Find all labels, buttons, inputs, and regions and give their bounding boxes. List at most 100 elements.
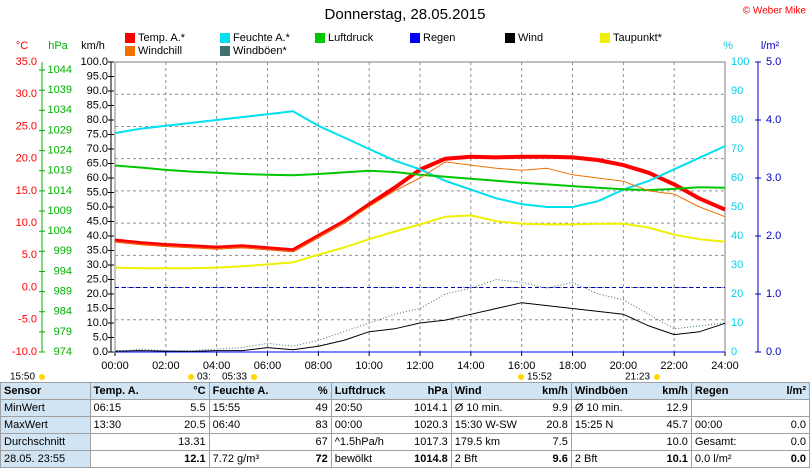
y-tick-label: 25.0 — [87, 273, 108, 285]
table-cell: 2 Bft 10.1 — [570, 450, 692, 468]
table-cell: Luftdruck hPa — [330, 382, 452, 400]
y-tick-label: 90 — [731, 85, 743, 97]
y-tick-label: 30.0 — [16, 88, 37, 100]
y-tick-label: 1039 — [48, 84, 72, 96]
y-tick-label: 60 — [731, 172, 743, 184]
y-tick-label: 50.0 — [87, 201, 108, 213]
cell-text: km/h — [542, 385, 568, 397]
y-tick-label: 1009 — [48, 205, 72, 217]
y-tick-label: 984 — [54, 306, 72, 318]
y-tick-label: 5.0 — [22, 249, 37, 261]
y-tick-label: 10.0 — [87, 317, 108, 329]
sun-icon — [518, 374, 524, 380]
y-tick-label: 0.0 — [22, 281, 37, 293]
legend-swatch — [315, 33, 325, 43]
y-tick-label: 40.0 — [87, 230, 108, 242]
axis-unit: % — [723, 40, 733, 52]
y-tick-label: 75.0 — [87, 128, 108, 140]
cell-text: 45.7 — [666, 419, 688, 431]
cell-text: 49 — [315, 402, 328, 414]
legend-swatch — [410, 33, 420, 43]
sun-icon — [188, 374, 194, 380]
cell-text: 12.9 — [666, 402, 688, 414]
cell-text: km/h — [662, 385, 688, 397]
cell-text: Sensor — [4, 385, 42, 397]
table-cell: 12.1 — [89, 450, 210, 468]
y-tick-label: -5.0 — [18, 314, 37, 326]
table-header: Sensor Temp. A. °C Feuchte A.% Luftdruck hPa W… — [0, 382, 810, 400]
cell-text: 2 Bft — [574, 453, 598, 465]
y-tick-label: 70 — [731, 143, 743, 155]
table-cell: 7.72 g/m³ 72 — [208, 450, 332, 468]
table-cell: Windböen km/h — [570, 382, 692, 400]
table-cell: Temp. A. °C — [89, 382, 210, 400]
cell-text: 10.1 — [666, 453, 688, 465]
sun-icon — [654, 374, 660, 380]
y-tick-label: 0.0 — [93, 346, 108, 358]
y-tick-label: 70.0 — [87, 143, 108, 155]
cell-text: 0.0 l/m² — [694, 453, 732, 465]
cell-text: Gesamt: — [694, 436, 737, 448]
table-row: MinWert 06:15 5.5 15:55 49 20:50 1014.1 Ø 10 mi… — [0, 399, 810, 417]
table-cell: 15:30 W-SW 20.8 — [450, 416, 572, 434]
y-tick-label: 974 — [54, 346, 72, 358]
y-tick-label: 25.0 — [16, 120, 37, 132]
cell-text: 00:00 — [694, 419, 723, 431]
cell-text: 15:25 N — [574, 419, 614, 431]
y-tick-label: 65.0 — [87, 157, 108, 169]
cell-text: 28.05. 23:55 — [4, 453, 66, 465]
y-tick-label: 20.0 — [16, 153, 37, 165]
y-tick-label: 45.0 — [87, 215, 108, 227]
y-tick-label: 35.0 — [16, 56, 37, 68]
table-cell: Feuchte A.% — [208, 382, 332, 400]
y-tick-label: -10.0 — [12, 346, 37, 358]
table-cell: 13.31 — [89, 433, 210, 451]
cell-text: 5.5 — [190, 402, 206, 414]
x-tick-label: 00:00 — [101, 360, 129, 372]
legend-swatch — [505, 33, 515, 43]
legend-label: Regen — [423, 32, 455, 44]
x-tick-label: 12:00 — [406, 360, 434, 372]
x-tick-label: 04:00 — [203, 360, 231, 372]
x-tick-label: 08:00 — [305, 360, 333, 372]
x-tick-label: 20:00 — [610, 360, 638, 372]
cell-text: l/m² — [786, 385, 806, 397]
cell-text: 7.72 g/m³ — [212, 453, 260, 465]
series-line — [114, 302, 726, 352]
table-cell: Ø 10 min. 9.9 — [450, 399, 572, 417]
y-tick-label: 1029 — [48, 124, 72, 136]
sun-moon-time: 15:52 — [527, 372, 552, 380]
cell-text: hPa — [427, 385, 448, 397]
y-tick-label: 50 — [731, 201, 743, 213]
y-tick-label: 1014 — [48, 185, 72, 197]
x-tick-label: 16:00 — [508, 360, 536, 372]
copyright: © Weber Mike — [743, 6, 807, 17]
cell-text: bewölkt — [334, 453, 372, 465]
y-tick-label: 90.0 — [87, 85, 108, 97]
sun-moon-time: 03: — [197, 372, 211, 380]
cell-text: 0.0 — [790, 419, 806, 431]
axis-unit: l/m² — [761, 40, 780, 52]
y-tick-label: 1.0 — [766, 288, 781, 300]
cell-text: 9.6 — [552, 453, 568, 465]
table-cell: MaxWert — [0, 416, 91, 434]
legend-swatch — [125, 46, 135, 56]
y-tick-label: 5.0 — [766, 56, 781, 68]
y-tick-label: 95.0 — [87, 70, 108, 82]
y-tick-label: 80.0 — [87, 114, 108, 126]
cell-text: 20:50 — [334, 402, 363, 414]
cell-text: ^1.5hPa/h — [334, 436, 384, 448]
y-tick-label: 989 — [54, 285, 72, 297]
table-cell: 13:30 20.5 — [89, 416, 210, 434]
cell-text: 06:15 — [93, 402, 122, 414]
sun-moon-time: 21:23 — [625, 372, 650, 380]
cell-text: 12.1 — [184, 453, 206, 465]
x-tick-label: 18:00 — [559, 360, 587, 372]
cell-text: 15:55 — [212, 402, 241, 414]
cell-text: 179.5 km — [454, 436, 501, 448]
y-tick-label: 0.0 — [766, 346, 781, 358]
y-tick-label: 4.0 — [766, 114, 781, 126]
cell-text: 9.9 — [552, 402, 568, 414]
y-tick-label: 1019 — [48, 165, 72, 177]
